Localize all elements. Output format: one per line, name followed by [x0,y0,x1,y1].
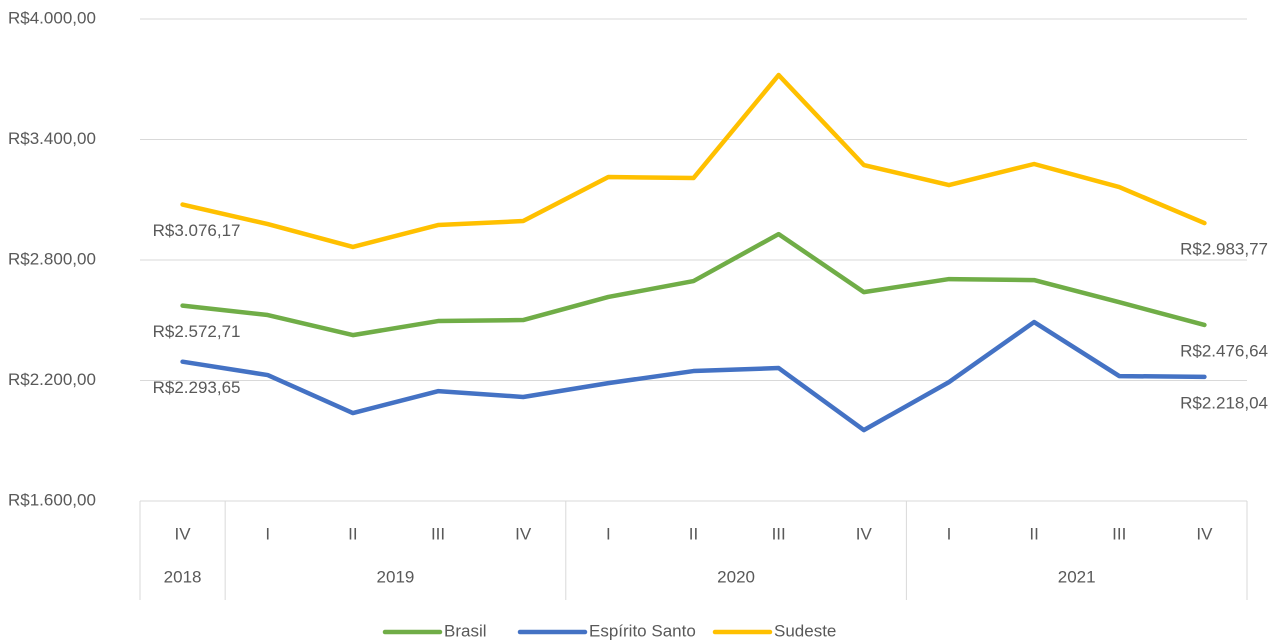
y-tick-label: R$1.600,00 [8,490,96,509]
data-label: R$3.076,17 [153,221,241,240]
x-tick-label: I [265,524,270,543]
x-tick-label: IV [515,524,532,543]
line-series [180,319,1207,433]
legend-label: Sudeste [774,621,836,640]
data-label: R$2.476,64 [1180,341,1268,360]
y-tick-label: R$4.000,00 [8,8,96,27]
legend-label: Brasil [444,621,487,640]
data-label: R$2.218,04 [1180,393,1268,412]
x-tick-label: II [689,524,698,543]
data-label: R$2.293,65 [153,378,241,397]
y-tick-label: R$2.800,00 [8,249,96,268]
x-group-label: 2018 [164,567,202,586]
legend-label: Espírito Santo [589,621,696,640]
x-tick-label: I [606,524,611,543]
line-series [180,72,1207,250]
x-group-label: 2019 [377,567,415,586]
x-group-label: 2020 [717,567,755,586]
x-group-label: 2021 [1058,567,1096,586]
x-tick-label: IV [1196,524,1213,543]
x-tick-label: IV [175,524,192,543]
x-tick-label: II [1029,524,1038,543]
x-tick-label: IV [856,524,873,543]
y-tick-label: R$2.200,00 [8,370,96,389]
data-label: R$2.983,77 [1180,240,1268,259]
x-tick-label: I [947,524,952,543]
y-tick-label: R$3.400,00 [8,129,96,148]
x-tick-label: III [431,524,445,543]
x-tick-label: III [772,524,786,543]
x-tick-label: II [348,524,357,543]
line-series [180,231,1207,338]
data-label: R$2.572,71 [153,322,241,341]
x-tick-label: III [1112,524,1126,543]
